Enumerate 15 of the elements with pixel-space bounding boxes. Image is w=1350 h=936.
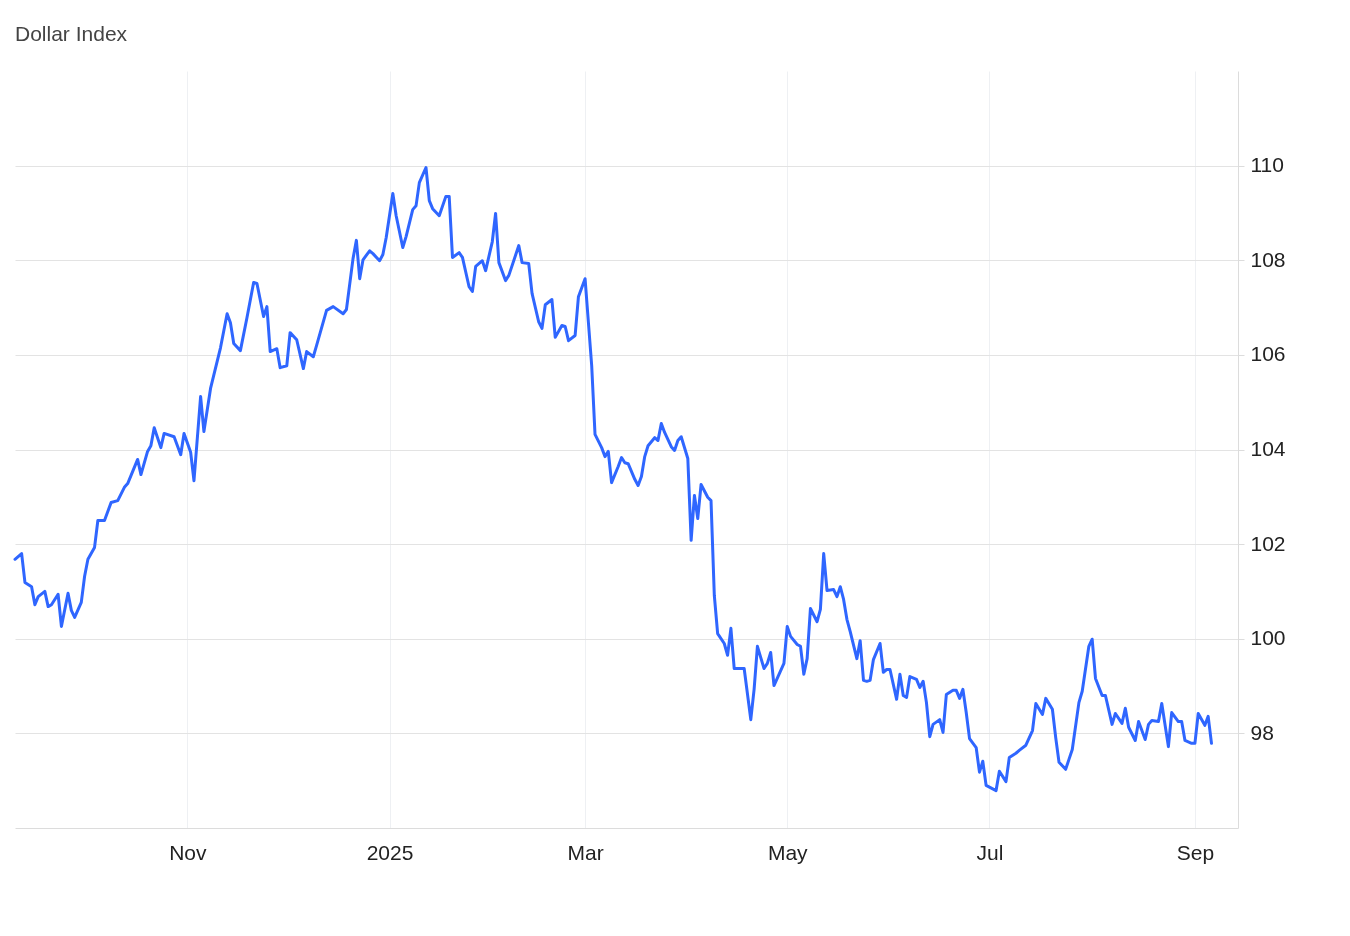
y-tick-label: 100 [1250, 626, 1286, 650]
y-tick-label: 104 [1250, 437, 1286, 460]
y-tick-label: 108 [1250, 247, 1286, 271]
x-tick-label: Sep [1176, 840, 1215, 864]
y-tick-label: 102 [1250, 531, 1286, 555]
line-series [13, 166, 1213, 793]
x-tick-label: Jul [976, 840, 1004, 864]
x-tick-label: Mar [567, 840, 604, 864]
chart-title: Dollar Index [15, 22, 128, 45]
y-tick-label: 98 [1250, 720, 1274, 744]
x-tick-label: Nov [169, 840, 208, 864]
x-tick-label: 2025 [366, 840, 414, 864]
y-tick-label: 106 [1250, 342, 1286, 366]
x-tick-label: May [767, 840, 809, 864]
y-tick-label: 110 [1250, 153, 1284, 177]
